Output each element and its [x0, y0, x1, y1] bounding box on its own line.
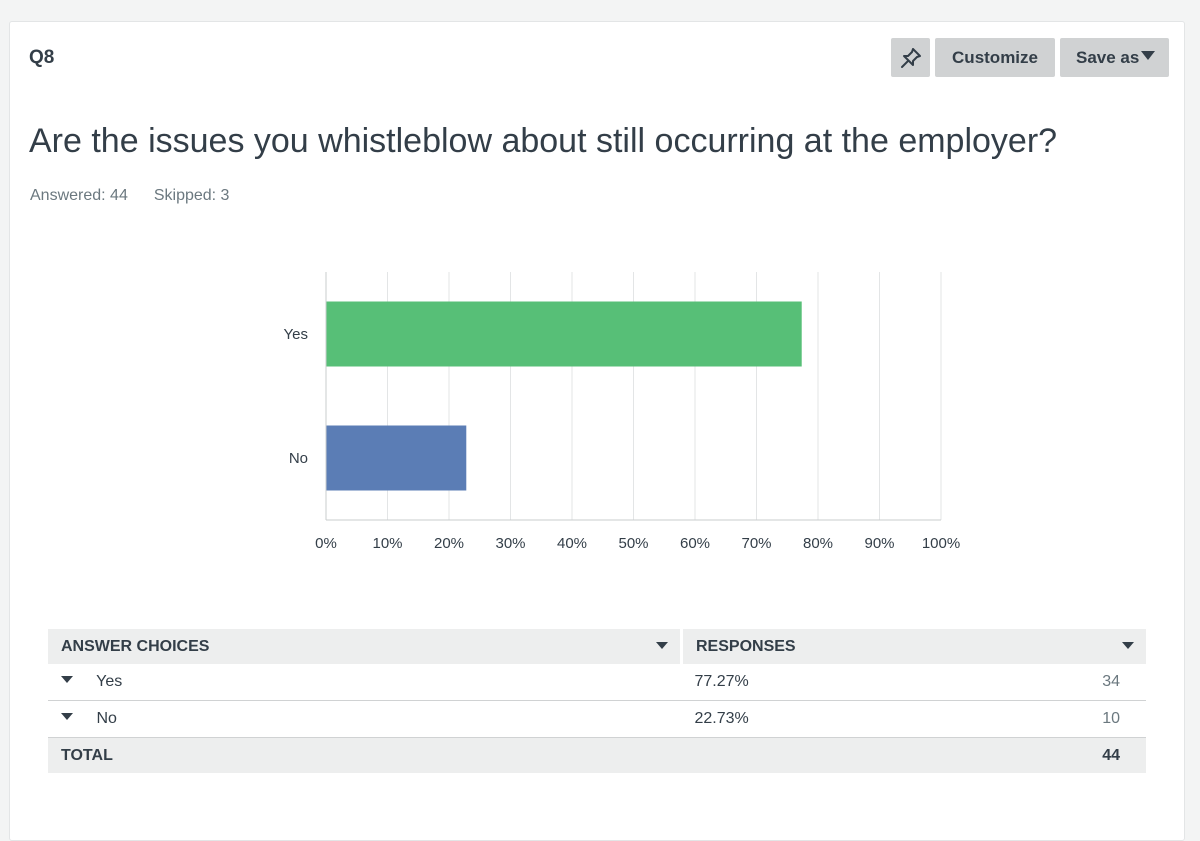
x-tick-label: 40%: [557, 535, 587, 552]
answered-count: Answered: 44: [30, 187, 128, 204]
responses-table: ANSWER CHOICES RESPONSES Yes 77.27% 34: [48, 629, 1146, 773]
customize-button[interactable]: Customize: [935, 38, 1055, 77]
x-tick-label: 90%: [864, 535, 894, 552]
answer-choice-label: No: [96, 710, 117, 727]
total-label: TOTAL: [48, 737, 682, 773]
total-count: 44: [1102, 747, 1120, 764]
responses-header-label: RESPONSES: [696, 637, 796, 655]
skipped-count: Skipped: 3: [153, 187, 230, 204]
answer-choice-cell: No: [48, 700, 682, 738]
x-tick-label: 50%: [618, 535, 648, 552]
expand-caret-icon[interactable]: [61, 713, 73, 721]
response-stats: Answered: 44 Skipped: 3: [30, 187, 229, 205]
response-cell: 77.27% 34: [681, 664, 1146, 701]
bar-chart: 0% 10% 20% 30% 40% 50% 60% 70% 80% 90% 100% Yes No: [284, 272, 960, 552]
response-percent: 77.27%: [694, 673, 749, 690]
question-number: Q8: [29, 47, 55, 68]
x-tick-label: 20%: [434, 535, 464, 552]
bar-no: [326, 425, 467, 491]
expand-caret-icon[interactable]: [61, 676, 73, 684]
caret-down-icon: [1141, 51, 1156, 60]
sort-caret-icon: [1122, 642, 1134, 649]
x-tick-label: 60%: [680, 535, 710, 552]
total-row: TOTAL 44: [48, 737, 1146, 773]
x-tick-label: 100%: [922, 535, 960, 552]
response-count: 34: [1102, 673, 1120, 690]
save-as-label: Save as: [1076, 47, 1140, 67]
pin-button[interactable]: [891, 38, 931, 77]
question-title: Are the issues you whistleblow about sti…: [29, 122, 1058, 160]
response-count: 10: [1102, 710, 1120, 727]
toolbar: Customize Save as: [891, 38, 1169, 77]
category-label: No: [289, 450, 308, 467]
answer-choices-header[interactable]: ANSWER CHOICES: [48, 629, 683, 664]
bar-yes: [326, 301, 802, 367]
question-card: Q8 Customize Save as Are the issues you …: [9, 21, 1185, 841]
x-tick-label: 80%: [803, 535, 833, 552]
x-tick-label: 10%: [372, 535, 402, 552]
responses-header[interactable]: RESPONSES: [681, 629, 1146, 664]
answer-choices-header-label: ANSWER CHOICES: [61, 637, 210, 655]
response-percent: 22.73%: [694, 710, 749, 727]
x-tick-label: 70%: [741, 535, 771, 552]
table-row: Yes 77.27% 34: [48, 664, 1146, 701]
pin-icon: [900, 47, 921, 68]
table-row: No 22.73% 10: [48, 700, 1146, 738]
save-as-button[interactable]: Save as: [1060, 38, 1169, 77]
x-tick-label: 0%: [315, 535, 337, 552]
answer-choice-label: Yes: [96, 673, 123, 690]
x-tick-label: 30%: [495, 535, 525, 552]
total-cell: 44: [681, 737, 1146, 773]
answer-choice-cell: Yes: [48, 664, 682, 701]
sort-caret-icon: [656, 642, 668, 649]
category-label: Yes: [284, 326, 308, 343]
response-cell: 22.73% 10: [681, 700, 1146, 738]
